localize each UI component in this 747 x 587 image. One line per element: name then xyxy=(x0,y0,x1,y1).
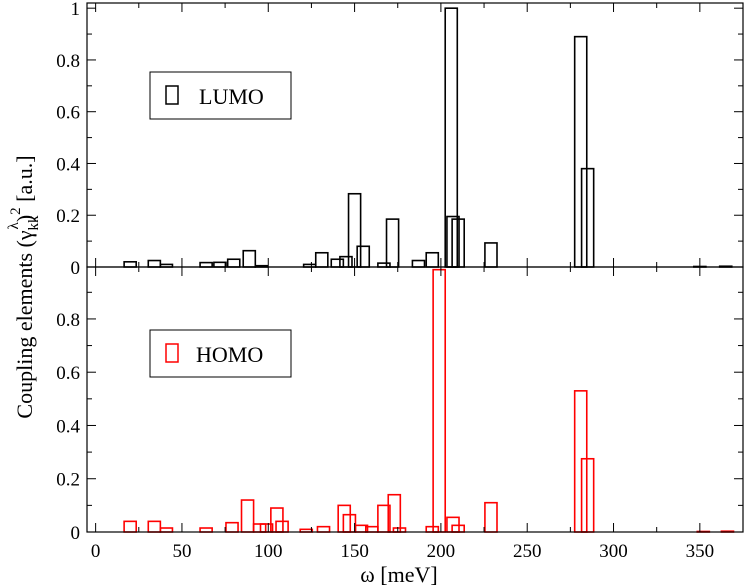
legend-label-lumo: LUMO xyxy=(199,84,264,109)
homo-bar xyxy=(432,268,447,533)
lumo-bars xyxy=(123,7,733,268)
x-tick-label: 0 xyxy=(91,541,101,562)
legend-box-homo xyxy=(149,329,292,378)
homo-bar xyxy=(275,520,289,533)
x-tick-label: 150 xyxy=(340,541,369,562)
homo-bar xyxy=(573,390,588,533)
y-axis-label-superscript-lambda: λ xyxy=(6,221,22,229)
lumo-bar xyxy=(580,167,595,268)
homo-bar xyxy=(451,524,465,533)
lumo-bar xyxy=(199,261,213,268)
y-axis-label: Coupling elements (γkkλ)2 [a.u.] xyxy=(6,155,42,418)
legend-swatch-lumo xyxy=(165,85,179,105)
lumo-bar xyxy=(314,251,329,268)
lumo-bar xyxy=(213,261,227,268)
homo-bar xyxy=(225,521,239,533)
bottom-panel-frame xyxy=(86,266,744,533)
y-axis-label-superscript-2: 2 xyxy=(8,207,24,215)
homo-bar xyxy=(252,523,267,533)
homo-bar xyxy=(147,520,162,533)
lumo-y-tick-label: 0.8 xyxy=(56,51,80,72)
legend-label-homo: HOMO xyxy=(196,342,263,367)
lumo-bar xyxy=(147,259,162,268)
homo-bar xyxy=(123,520,138,533)
lumo-bar xyxy=(356,245,371,268)
legend-box-lumo xyxy=(149,71,292,120)
lumo-bar xyxy=(385,218,400,268)
x-tick-label: 350 xyxy=(686,541,715,562)
lumo-bar xyxy=(425,251,440,268)
lumo-legend: LUMO xyxy=(149,71,292,120)
lumo-bar xyxy=(484,242,498,268)
homo-legend: HOMO xyxy=(149,329,292,378)
lumo-bar xyxy=(451,218,465,268)
homo-y-tick-label: 0 xyxy=(71,523,81,544)
x-tick-label: 200 xyxy=(427,541,456,562)
lumo-y-tick-label: 0.6 xyxy=(56,103,80,124)
homo-bar xyxy=(316,525,331,533)
lumo-bar xyxy=(330,258,345,268)
homo-bar xyxy=(580,457,595,533)
x-axis-label: ω [meV] xyxy=(360,562,437,587)
homo-y-tick-label: 0.8 xyxy=(56,310,80,331)
homo-bar xyxy=(484,501,498,533)
axis-ticks: 0 0.2 0.4 0.6 0.8 1 0 0.2 0.4 0.6 0.8 0 50 100 150 200 2… xyxy=(56,0,743,562)
homo-bar xyxy=(337,504,352,533)
lumo-bar xyxy=(411,259,426,268)
homo-y-tick-label: 0.6 xyxy=(56,363,80,384)
lumo-bar xyxy=(339,255,353,268)
homo-y-tick-label: 0.4 xyxy=(56,416,80,437)
top-panel-frame xyxy=(86,2,744,268)
y-axis-label-subscript: kk xyxy=(26,215,42,231)
homo-bar xyxy=(240,499,255,533)
x-tick-label: 50 xyxy=(172,541,191,562)
lumo-bar xyxy=(226,258,241,268)
x-tick-label: 300 xyxy=(599,541,628,562)
lumo-y-tick-label: 0 xyxy=(71,258,81,279)
homo-y-tick-label: 0.2 xyxy=(56,470,80,491)
x-tick-label: 100 xyxy=(254,541,283,562)
legend-swatch-homo xyxy=(165,343,179,363)
homo-bars xyxy=(123,268,735,533)
lumo-y-tick-label: 0.2 xyxy=(56,206,80,227)
lumo-bar xyxy=(242,249,257,268)
lumo-bar xyxy=(123,261,138,268)
lumo-y-tick-label: 1 xyxy=(71,0,81,20)
x-tick-label: 250 xyxy=(513,541,542,562)
lumo-bar xyxy=(573,35,588,268)
lumo-y-tick-label: 0.4 xyxy=(56,154,80,175)
homo-bar xyxy=(342,513,357,533)
